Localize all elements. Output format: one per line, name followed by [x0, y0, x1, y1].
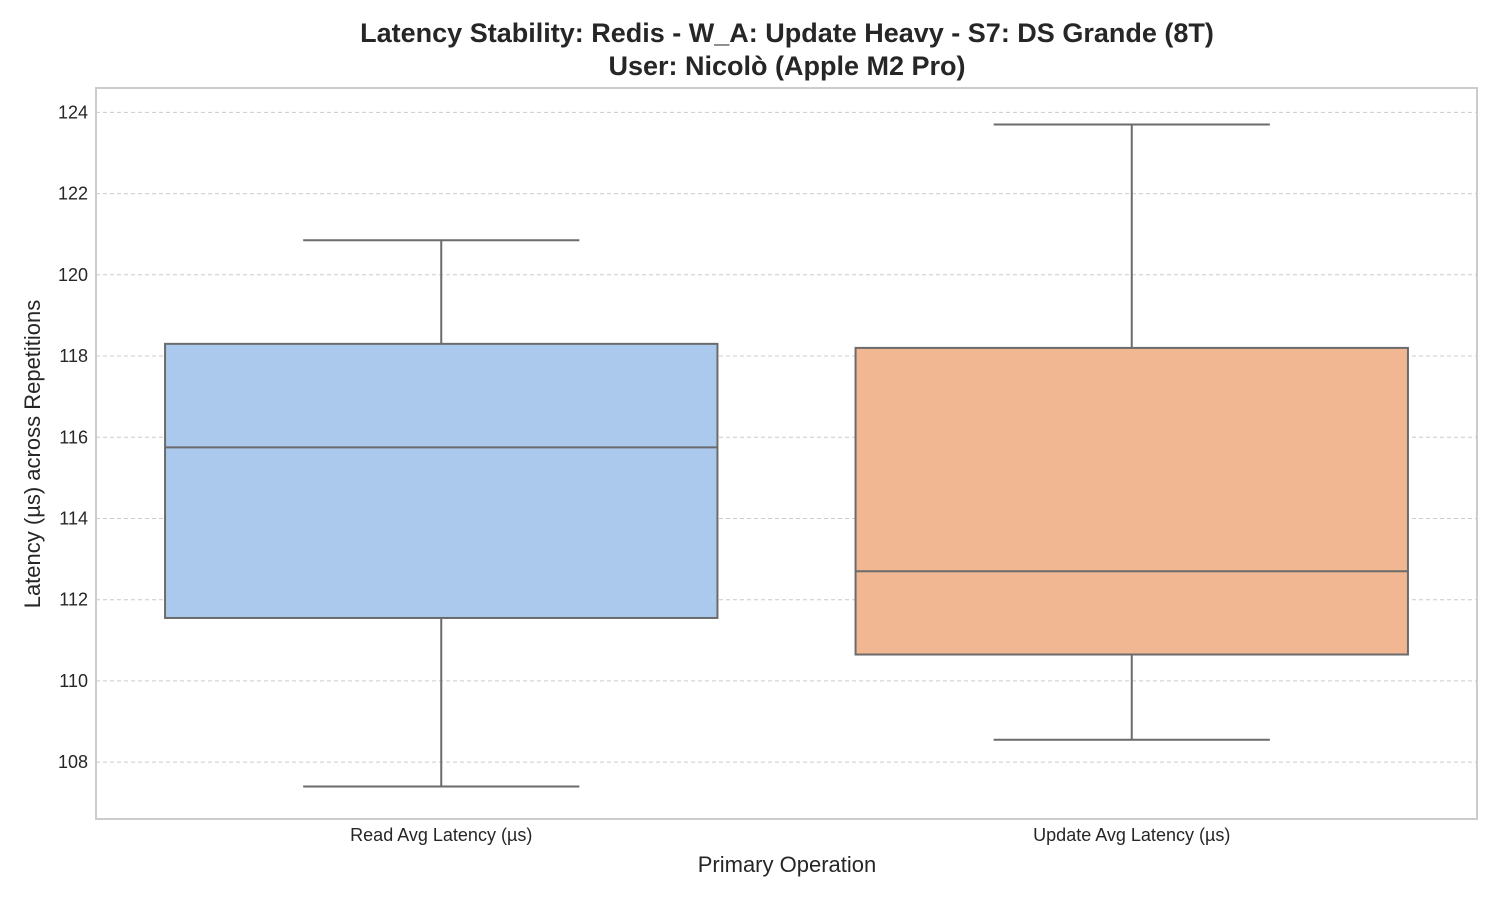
y-axis-label: Latency (µs) across Repetitions	[20, 300, 45, 609]
y-tick-label: 110	[59, 671, 88, 691]
box-group	[854, 123, 1409, 741]
y-tick-label: 108	[58, 752, 88, 772]
y-axis-ticks: 108 110 112 114 116 118 120 122 124	[58, 102, 88, 772]
box-iqr	[854, 346, 1409, 656]
y-tick-label: 114	[59, 508, 88, 528]
y-tick-label: 112	[59, 590, 88, 610]
plot-frame	[95, 87, 1478, 820]
box-iqr	[164, 342, 719, 619]
x-tick-label: Read Avg Latency (µs)	[350, 825, 532, 845]
y-tick-label: 124	[58, 102, 88, 122]
y-tick-label: 118	[59, 346, 88, 366]
chart-subtitle: User: Nicolò (Apple M2 Pro)	[608, 51, 965, 81]
box-series	[164, 123, 1409, 788]
y-tick-label: 120	[58, 265, 88, 285]
x-tick-label: Update Avg Latency (µs)	[1033, 825, 1230, 845]
box-group	[164, 239, 719, 788]
y-tick-label: 122	[58, 184, 88, 204]
y-tick-label: 116	[59, 427, 88, 447]
chart-title: Latency Stability: Redis - W_A: Update H…	[360, 18, 1214, 48]
x-axis-label: Primary Operation	[698, 852, 877, 877]
x-axis-ticks: Read Avg Latency (µs) Update Avg Latency …	[350, 825, 1230, 845]
